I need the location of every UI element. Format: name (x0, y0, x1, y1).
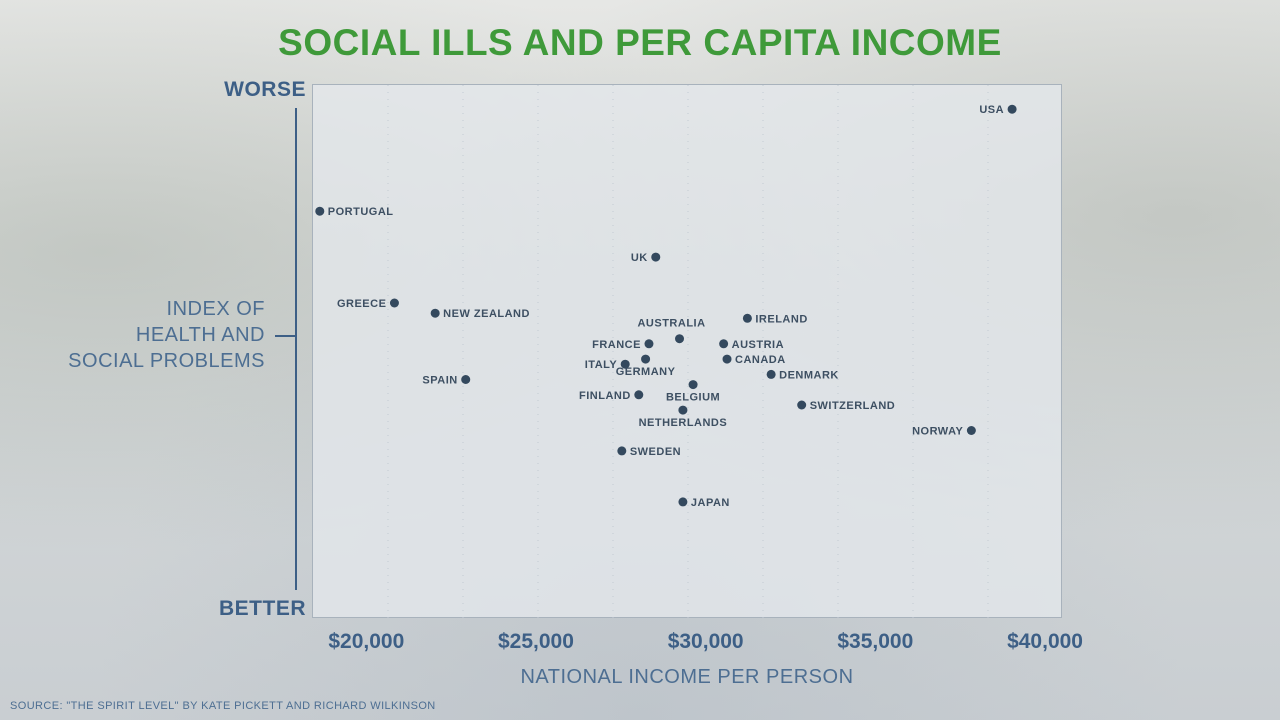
data-point-new-zealand (430, 308, 440, 318)
x-tick-label: $35,000 (837, 630, 914, 653)
data-point-germany (641, 354, 651, 364)
point-label: AUSTRIA (732, 339, 784, 351)
point-label: DENMARK (779, 369, 839, 381)
y-axis-bottom-label: BETTER (219, 597, 306, 620)
y-axis-title-line: INDEX OF (166, 298, 265, 320)
x-tick-label: $30,000 (667, 630, 744, 653)
data-point-ireland (742, 313, 752, 323)
point-label: SPAIN (422, 375, 457, 387)
point-label: NORWAY (912, 426, 963, 438)
point-label: BELGIUM (666, 392, 720, 404)
source-note: SOURCE: "THE SPIRIT LEVEL" BY KATE PICKE… (10, 700, 436, 712)
point-label: USA (979, 104, 1004, 116)
point-label: NETHERLANDS (639, 417, 728, 429)
y-axis-tick (275, 335, 297, 337)
chart-title: SOCIAL ILLS AND PER CAPITA INCOME (278, 22, 1002, 63)
data-point-belgium (688, 380, 698, 390)
data-point-spain (461, 375, 471, 384)
data-point-austria (719, 339, 729, 349)
point-label: GREECE (337, 298, 386, 310)
data-point-greece (389, 298, 399, 308)
point-label: SWEDEN (630, 446, 681, 458)
data-point-norway (966, 426, 976, 435)
point-label: UK (631, 252, 648, 264)
y-axis-title: INDEX OF HEALTH AND SOCIAL PROBLEMS (0, 296, 265, 374)
point-label: FRANCE (592, 339, 641, 351)
point-label: AUSTRALIA (637, 318, 705, 330)
data-point-uk (651, 252, 661, 262)
data-point-portugal (315, 206, 325, 216)
x-tick-label: $40,000 (1007, 630, 1083, 653)
data-point-sweden (617, 446, 627, 456)
data-point-switzerland (797, 400, 807, 410)
y-axis-title-line: SOCIAL PROBLEMS (68, 350, 265, 372)
y-axis-top-label: WORSE (224, 78, 306, 101)
data-point-netherlands (678, 405, 688, 415)
point-label: PORTUGAL (328, 206, 394, 218)
data-point-usa (1007, 104, 1017, 114)
point-label: NEW ZEALAND (443, 308, 530, 320)
point-label: ITALY (585, 359, 618, 371)
point-label: CANADA (735, 354, 786, 366)
plot-area: USA PORTUGAL UK GREECE NEW ZEALAND IRELAND AUS… (312, 84, 1062, 619)
point-label: FINLAND (579, 390, 631, 402)
data-point-japan (678, 497, 688, 507)
data-point-france (644, 339, 654, 349)
y-axis-line (295, 108, 297, 590)
data-point-australia (675, 334, 685, 344)
point-label: IRELAND (755, 313, 807, 325)
scatter-plot: USA PORTUGAL UK GREECE NEW ZEALAND IRELAND AUS… (315, 85, 1017, 619)
data-point-italy (620, 359, 630, 369)
x-axis-title: NATIONAL INCOME PER PERSON (520, 666, 854, 688)
y-axis-title-line: HEALTH AND (135, 324, 265, 346)
data-point-denmark (766, 369, 776, 379)
data-point-canada (722, 354, 732, 364)
data-point-finland (634, 390, 644, 400)
x-tick-label: $20,000 (328, 630, 405, 653)
point-label: SWITZERLAND (810, 400, 896, 412)
x-tick-label: $25,000 (498, 630, 574, 653)
point-label: GERMANY (616, 366, 676, 378)
point-label: JAPAN (691, 497, 730, 509)
